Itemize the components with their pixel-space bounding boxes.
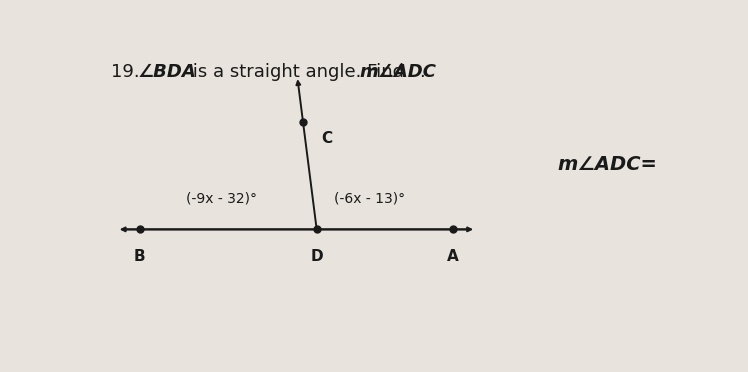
Text: ∠BDA: ∠BDA	[138, 63, 197, 81]
Text: m∠ADC: m∠ADC	[359, 63, 436, 81]
Text: .: .	[419, 63, 425, 81]
Text: C: C	[322, 131, 332, 145]
Text: 19.: 19.	[111, 63, 140, 81]
Text: A: A	[447, 250, 459, 264]
Text: m∠ADC=: m∠ADC=	[557, 155, 657, 174]
Text: B: B	[134, 250, 146, 264]
Text: (-6x - 13)°: (-6x - 13)°	[334, 191, 405, 205]
Text: is a straight angle. Find: is a straight angle. Find	[187, 63, 409, 81]
Text: (-9x - 32)°: (-9x - 32)°	[186, 191, 257, 205]
Text: D: D	[310, 250, 323, 264]
